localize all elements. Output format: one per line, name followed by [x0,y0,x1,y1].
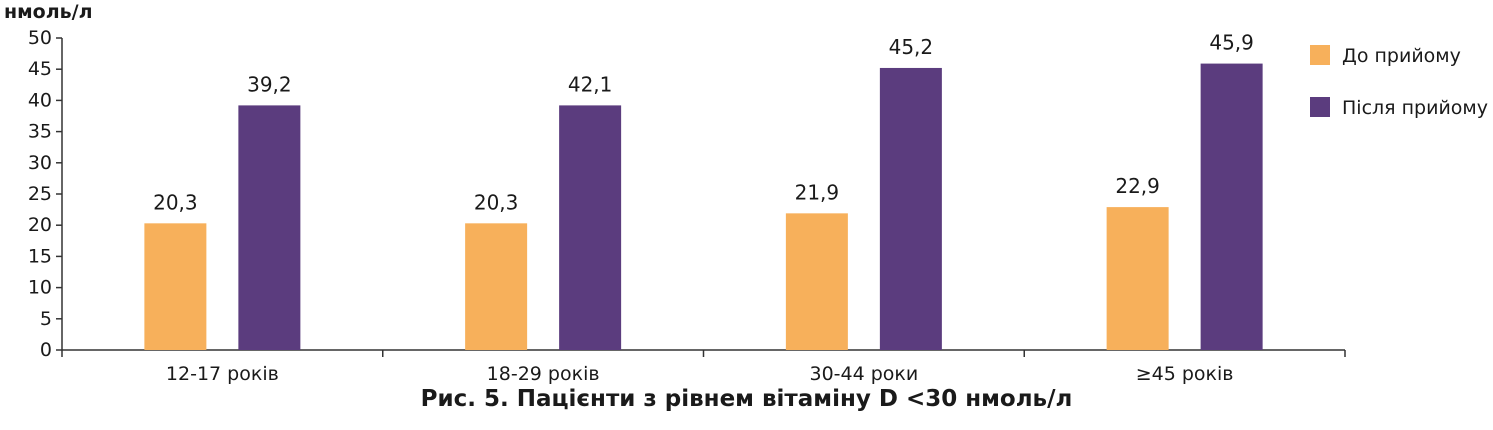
x-tick-label: 12-17 років [166,363,279,385]
y-tick-label: 20 [28,214,52,236]
y-tick-label: 40 [28,89,52,111]
y-tick-label: 35 [28,121,52,143]
bar [144,223,207,350]
y-tick-label: 5 [40,308,52,330]
y-tick-label: 30 [28,152,52,174]
y-tick-label: 45 [28,58,52,80]
bar [879,67,942,351]
y-tick-label: 15 [28,245,52,267]
data-label: 42,1 [568,72,613,96]
legend-swatch [1310,45,1330,65]
bar [1106,207,1169,350]
data-label: 45,9 [1209,31,1254,55]
legend-label: До прийому [1342,45,1461,67]
data-label: 39,2 [247,72,292,96]
data-label: 20,3 [153,190,198,214]
x-tick-label: ≥45 років [1136,363,1234,385]
x-tick-label: 30-44 роки [809,363,918,385]
y-tick-label: 10 [28,277,52,299]
data-label: 22,9 [1115,174,1160,198]
legend-label: Після прийому [1342,97,1488,119]
y-tick-label: 50 [28,27,52,49]
bar [785,213,848,350]
bar [1200,63,1263,351]
chart-title: Рис. 5. Пацієнти з рівнем вітаміну D <30… [420,386,1073,412]
y-tick-label: 25 [28,183,52,205]
data-label: 20,3 [474,190,519,214]
bar [559,105,622,350]
bar [465,223,528,350]
x-tick-label: 18-29 років [487,363,600,385]
y-axis-label: нмоль/л [4,1,93,23]
data-label: 21,9 [795,180,840,204]
data-label: 45,2 [889,35,934,59]
legend-swatch [1310,97,1330,117]
y-tick-label: 0 [40,339,52,361]
bar [238,105,301,350]
